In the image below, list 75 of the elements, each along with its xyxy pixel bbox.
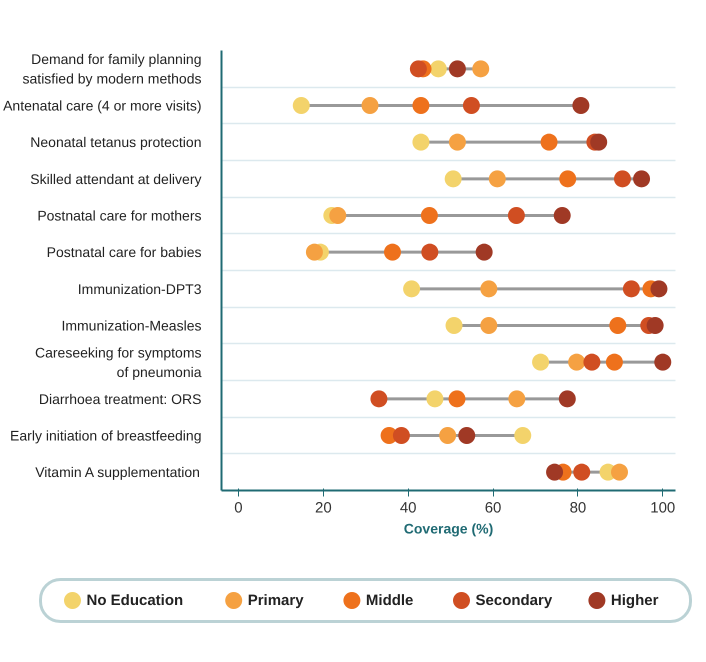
point	[362, 97, 379, 114]
point	[573, 464, 590, 481]
point	[508, 207, 525, 224]
point	[410, 60, 427, 78]
point	[472, 60, 490, 78]
x-tick-label: 40	[400, 500, 417, 516]
point	[426, 390, 444, 408]
point	[540, 134, 558, 151]
point	[329, 207, 346, 224]
point	[480, 317, 498, 334]
legend-label: Primary	[248, 592, 304, 609]
y-tick-label: Vitamin A supplementation	[35, 464, 200, 480]
point	[462, 97, 480, 114]
point	[606, 354, 623, 371]
point	[448, 60, 466, 78]
point	[614, 170, 631, 188]
point	[292, 97, 310, 114]
legend-label: No Education	[86, 592, 184, 609]
y-tick-label: Diarrhoea treatment: ORS	[38, 390, 202, 407]
point	[446, 317, 463, 334]
point	[508, 390, 526, 408]
legend-label: Secondary	[476, 592, 553, 609]
y-tick-label: Postnatal care for babies	[46, 244, 202, 260]
point	[412, 134, 430, 151]
point	[514, 427, 532, 444]
point	[572, 97, 590, 114]
x-tick-label: 0	[234, 500, 243, 516]
legend-label: Middle	[366, 592, 414, 609]
point	[444, 170, 462, 188]
point	[633, 170, 650, 188]
y-tick-label: Postnatal care for mothers	[37, 208, 202, 224]
point	[546, 464, 564, 481]
point	[622, 280, 640, 298]
point	[480, 280, 498, 298]
point	[458, 427, 476, 444]
point	[650, 280, 668, 298]
point	[412, 97, 430, 114]
x-tick-label: 60	[484, 500, 502, 516]
point	[448, 134, 466, 151]
y-tick-label: Skilled attendant at delivery	[30, 170, 202, 187]
point	[403, 280, 420, 298]
y-tick-label: Neonatal tetanus protection	[30, 134, 202, 150]
x-tick-label: 100	[650, 500, 676, 516]
point	[610, 464, 628, 481]
point	[590, 134, 608, 151]
point	[559, 170, 576, 188]
point	[568, 354, 586, 371]
y-tick-label: Careseeking for symptoms of pneumonia	[34, 344, 202, 380]
point	[384, 244, 401, 261]
point	[370, 390, 388, 408]
y-tick-label: Early initiation of breastfeeding	[10, 428, 202, 444]
point	[392, 427, 410, 444]
point	[609, 317, 626, 334]
x-tick-label: 80	[570, 500, 586, 516]
point	[488, 170, 506, 188]
point	[476, 244, 493, 261]
point	[646, 317, 664, 334]
x-tick-label: 20	[314, 500, 332, 516]
point	[583, 354, 600, 371]
point	[558, 390, 576, 408]
point	[439, 427, 456, 444]
point	[421, 244, 438, 261]
y-tick-label: Antenatal care (4 or more visits)	[3, 98, 202, 114]
y-tick-label: Immunization-DPT3	[78, 280, 202, 297]
point	[420, 207, 438, 224]
x-axis-title: Coverage (%)	[404, 520, 494, 536]
point	[654, 354, 672, 371]
point	[448, 390, 466, 408]
y-tick-label: Immunization-Measles	[61, 318, 202, 334]
point	[430, 60, 447, 78]
legend-label: Higher	[610, 592, 659, 609]
point	[554, 207, 571, 224]
point	[532, 354, 550, 371]
y-tick-label: Demand for family planning satisfied by modern methods	[22, 51, 202, 86]
point	[306, 244, 323, 261]
